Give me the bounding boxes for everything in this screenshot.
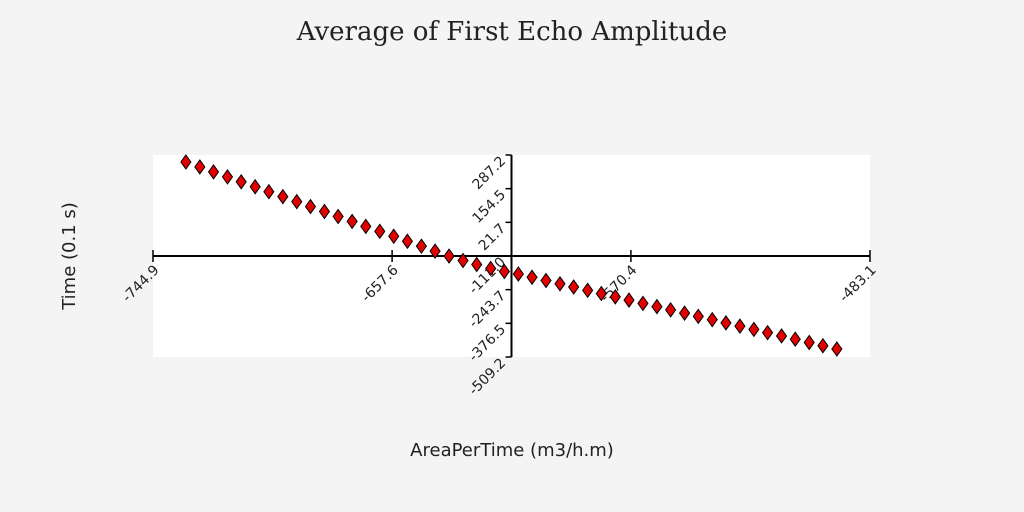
data-point (277, 188, 289, 205)
data-point (318, 203, 331, 220)
y-axis-label: Time (0.1 s) (59, 202, 80, 311)
y-tick-label: -509.2 (466, 355, 509, 398)
data-point (582, 282, 594, 299)
data-point (831, 341, 843, 357)
data-point (291, 193, 303, 210)
data-point (471, 256, 483, 273)
data-point (429, 243, 441, 259)
data-point (235, 173, 247, 190)
data-point (720, 315, 732, 331)
data-point (692, 308, 704, 325)
data-point (498, 263, 510, 280)
data-point (221, 169, 234, 185)
data-point (443, 248, 455, 264)
data-point (540, 272, 552, 289)
data-point (457, 252, 469, 269)
data-point (374, 223, 386, 240)
data-point (623, 292, 635, 308)
data-point (637, 295, 649, 312)
data-point (706, 311, 718, 328)
data-point (304, 198, 317, 215)
data-point (568, 279, 580, 295)
data-point (512, 266, 524, 282)
data-point (207, 164, 220, 180)
data-point (346, 213, 358, 230)
data-point (401, 233, 414, 250)
data-point (775, 328, 788, 344)
data-point (388, 228, 400, 245)
data-point (734, 318, 746, 335)
data-point (263, 183, 275, 200)
x-axis-label: AreaPerTime (m3/h.m) (410, 440, 614, 461)
data-point (415, 238, 428, 255)
data-point (665, 302, 677, 318)
data-point (485, 260, 497, 277)
data-point (554, 275, 566, 292)
data-point (678, 305, 691, 321)
data-point (748, 321, 760, 338)
data-point (360, 218, 372, 235)
data-point (180, 154, 192, 170)
data-point (194, 159, 206, 175)
data-point (332, 208, 344, 225)
chart-title: Average of First Echo Amplitude (296, 17, 728, 47)
data-point (817, 337, 829, 354)
data-point (526, 269, 538, 286)
data-point (803, 334, 815, 351)
data-point (789, 331, 801, 348)
data-point (609, 288, 621, 305)
data-point (249, 178, 261, 195)
data-point (651, 298, 663, 315)
data-point (761, 324, 774, 341)
data-point (595, 285, 607, 302)
